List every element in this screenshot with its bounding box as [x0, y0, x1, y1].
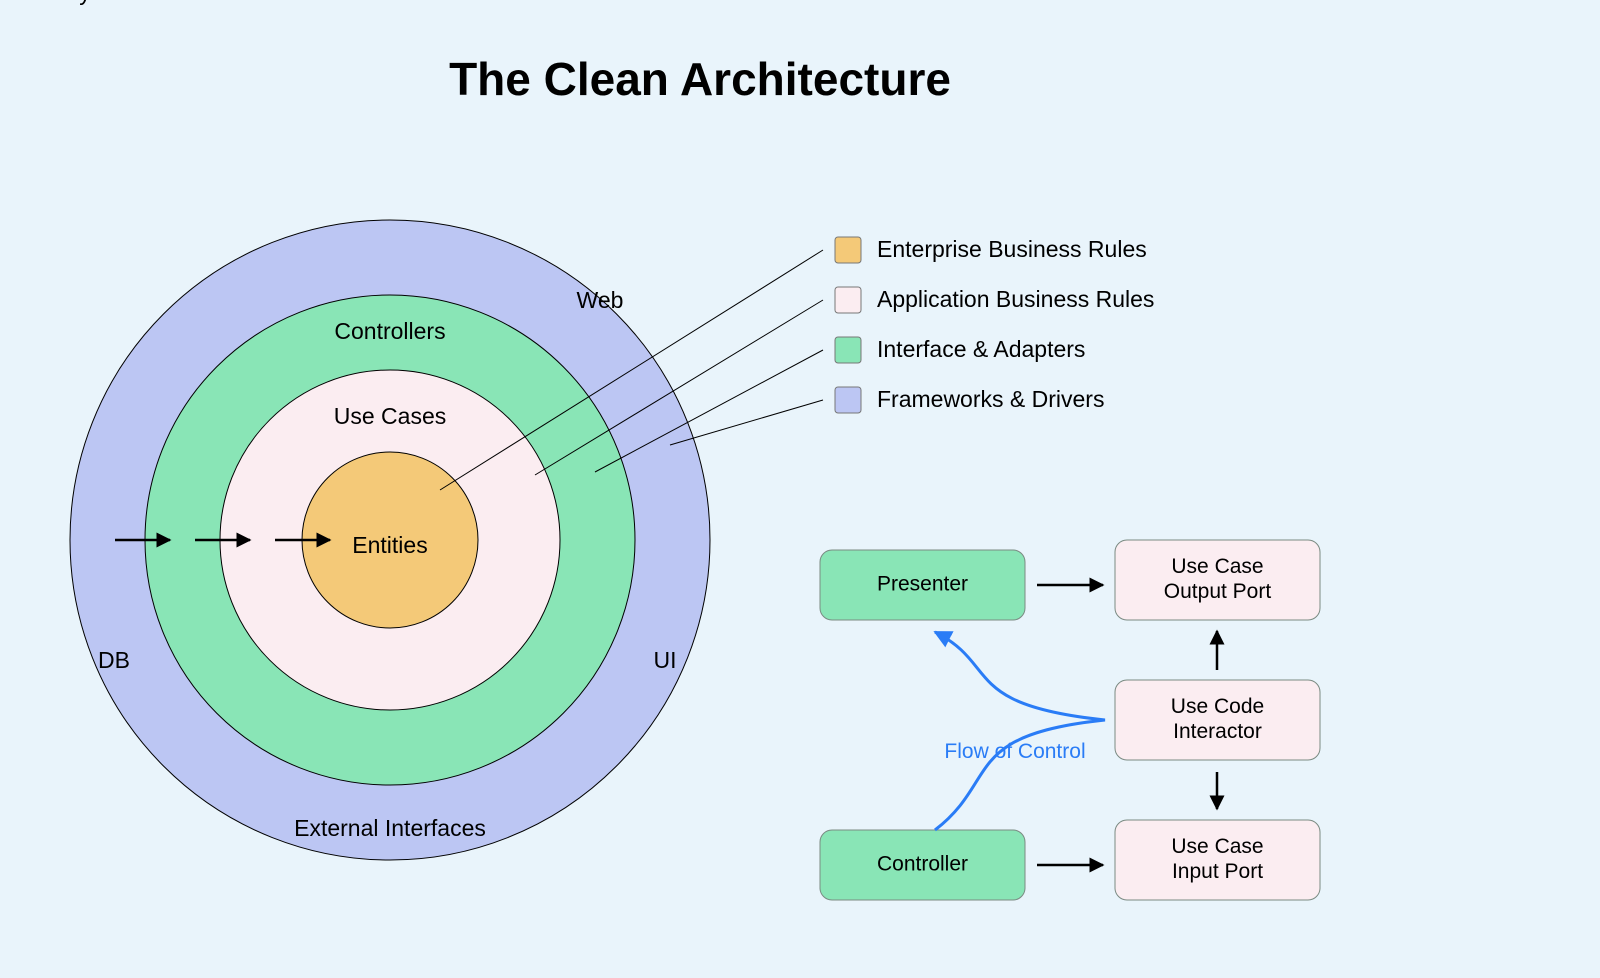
ring-label-middle_top: Controllers [334, 318, 445, 344]
legend-label-3: Frameworks & Drivers [877, 386, 1104, 412]
flow-box-input-line-1: Input Port [1172, 860, 1263, 883]
flow-of-control-label: Flow of Control [944, 740, 1085, 763]
arc-label-presenters: Presenters [0, 0, 111, 5]
legend-swatch-0 [835, 237, 861, 263]
ring-label-outer_ui: UI [654, 647, 677, 673]
legend-label-0: Enterprise Business Rules [877, 236, 1147, 262]
page-title: The Clean Architecture [449, 53, 951, 105]
ring-label-inner_top: Use Cases [334, 403, 446, 429]
flow-box-output-line-1: Output Port [1164, 580, 1272, 603]
flow-box-interactor-line-1: Interactor [1173, 720, 1262, 743]
legend-swatch-1 [835, 287, 861, 313]
legend-label-1: Application Business Rules [877, 286, 1154, 312]
ring-label-outer_web: Web [577, 287, 624, 313]
flow-box-controller-line-0: Controller [877, 853, 968, 876]
flow-box-presenter-line-0: Presenter [877, 573, 968, 596]
flow-box-output-line-0: Use Case [1171, 555, 1263, 578]
legend-swatch-3 [835, 387, 861, 413]
flow-box-interactor-line-0: Use Code [1171, 695, 1264, 718]
legend-label-2: Interface & Adapters [877, 336, 1085, 362]
ring-label-core: Entities [352, 532, 427, 558]
ring-label-outer_db: DB [98, 647, 130, 673]
legend-swatch-2 [835, 337, 861, 363]
ring-label-outer_ext: External Interfaces [294, 815, 486, 841]
flow-box-input-line-0: Use Case [1171, 835, 1263, 858]
